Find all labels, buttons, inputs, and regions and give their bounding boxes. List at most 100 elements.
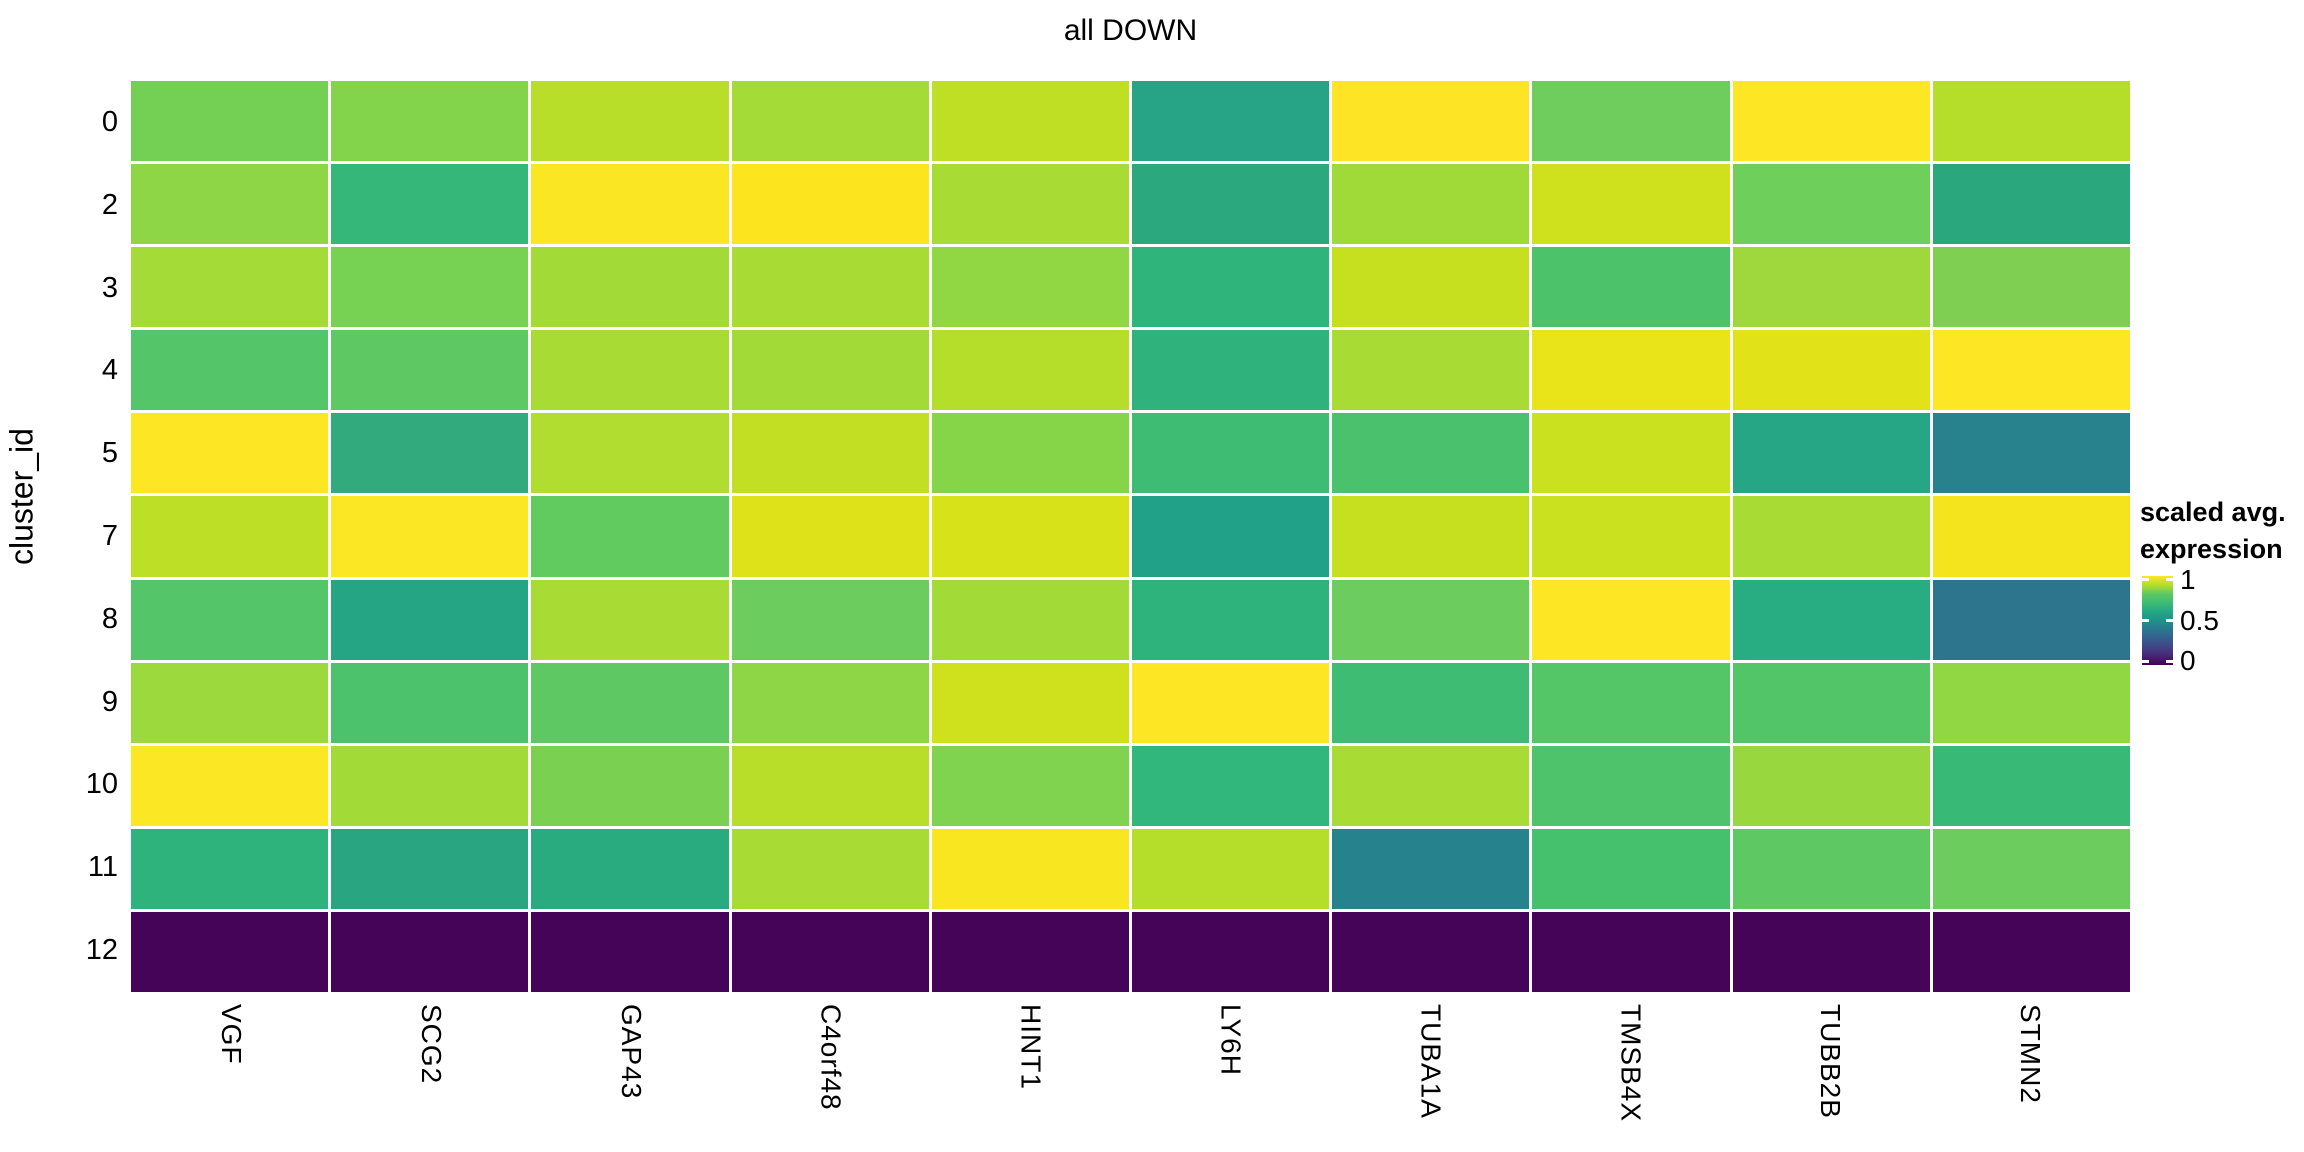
heatmap-cell bbox=[1732, 330, 1930, 411]
legend-title-line1: scaled avg. bbox=[2140, 497, 2286, 527]
heatmap-cell bbox=[931, 496, 1129, 577]
heatmap-cell bbox=[1932, 496, 2130, 577]
y-tick-label: 0 bbox=[101, 105, 118, 138]
y-tick-label: 8 bbox=[101, 602, 118, 635]
heatmap-cell bbox=[1932, 579, 2130, 660]
y-tick-label: 2 bbox=[101, 188, 118, 221]
y-tick-label: 4 bbox=[101, 354, 118, 387]
x-tick-label: HINT1 bbox=[1015, 1004, 1047, 1090]
heatmap-cell bbox=[1932, 745, 2130, 826]
heatmap-cell bbox=[1131, 579, 1330, 660]
heatmap-cell bbox=[331, 164, 529, 245]
x-tick-label: STMN2 bbox=[2015, 1004, 2047, 1104]
heatmap-cell bbox=[1932, 911, 2130, 992]
heatmap-cell bbox=[331, 330, 529, 411]
legend-tick-label: 0 bbox=[2180, 645, 2196, 677]
heatmap-cell bbox=[931, 247, 1129, 328]
y-tick-label: 9 bbox=[101, 685, 118, 718]
y-tick-row: 3 bbox=[0, 247, 118, 330]
heatmap-cell bbox=[131, 496, 329, 577]
heatmap-cell bbox=[331, 413, 529, 494]
heatmap-cell bbox=[131, 413, 329, 494]
x-tick-label: VGF bbox=[215, 1004, 247, 1065]
heatmap-cell bbox=[1732, 247, 1930, 328]
heatmap-cell bbox=[1131, 81, 1330, 162]
heatmap-cell bbox=[331, 247, 529, 328]
heatmap-cell bbox=[931, 413, 1129, 494]
heatmap-cell bbox=[131, 911, 329, 992]
heatmap-cell bbox=[1532, 81, 1730, 162]
heatmap-cell bbox=[331, 662, 529, 743]
heatmap-cell bbox=[731, 745, 929, 826]
heatmap-cell bbox=[1332, 745, 1530, 826]
heatmap-cell bbox=[731, 330, 929, 411]
heatmap-cell bbox=[731, 81, 929, 162]
y-tick-row: 11 bbox=[0, 826, 118, 909]
heatmap-cell bbox=[931, 81, 1129, 162]
heatmap-cell bbox=[1532, 496, 1730, 577]
heatmap-cell bbox=[731, 828, 929, 909]
x-tick-label: GAP43 bbox=[615, 1004, 647, 1100]
heatmap-cell bbox=[331, 745, 529, 826]
heatmap-cell bbox=[1332, 330, 1530, 411]
heatmap-cell bbox=[1131, 662, 1330, 743]
y-tick-label: 7 bbox=[101, 519, 118, 552]
heatmap-cell bbox=[1732, 496, 1930, 577]
y-tick-row: 9 bbox=[0, 661, 118, 744]
heatmap-cell bbox=[1131, 164, 1330, 245]
y-tick-label: 11 bbox=[87, 851, 118, 884]
heatmap-cell bbox=[1532, 164, 1730, 245]
heatmap-cell bbox=[731, 496, 929, 577]
heatmap-cell bbox=[131, 164, 329, 245]
x-tick-label: LY6H bbox=[1215, 1004, 1247, 1076]
heatmap-cell bbox=[531, 745, 729, 826]
heatmap-cell bbox=[1732, 164, 1930, 245]
heatmap-cell bbox=[1932, 828, 2130, 909]
heatmap-cell bbox=[1732, 745, 1930, 826]
legend-tick-mark bbox=[2142, 619, 2149, 622]
legend-tick-mark bbox=[2142, 578, 2149, 582]
heatmap-cell bbox=[931, 745, 1129, 826]
heatmap-cell bbox=[331, 496, 529, 577]
x-axis-tick-labels: VGF SCG2 GAP43 C4orf48 HINT1 LY6H TUBA1A TMSB4X… bbox=[131, 1004, 2130, 1152]
x-tick-label: TUBA1A bbox=[1415, 1004, 1447, 1119]
legend-tick-mark bbox=[2166, 659, 2173, 663]
legend-tick-mark bbox=[2142, 659, 2149, 663]
heatmap-cell bbox=[1532, 745, 1730, 826]
y-tick-label: 12 bbox=[85, 934, 118, 967]
heatmap-cell bbox=[1932, 81, 2130, 162]
legend-title-line2: expression bbox=[2140, 534, 2283, 564]
heatmap-cell bbox=[1732, 828, 1930, 909]
heatmap-cell bbox=[1532, 579, 1730, 660]
heatmap-cell bbox=[531, 164, 729, 245]
x-tick-col: TUBA1A bbox=[1330, 1004, 1530, 1152]
heatmap-cell bbox=[531, 828, 729, 909]
heatmap-cell bbox=[931, 164, 1129, 245]
heatmap-cell bbox=[1532, 662, 1730, 743]
legend-colorbar: 1 0.5 0 bbox=[2140, 564, 2304, 676]
heatmap-cell bbox=[131, 247, 329, 328]
x-tick-col: TUBB2B bbox=[1730, 1004, 1930, 1152]
x-tick-col: STMN2 bbox=[1930, 1004, 2130, 1152]
x-tick-label: TUBB2B bbox=[1815, 1004, 1847, 1119]
heatmap-cell bbox=[931, 662, 1129, 743]
heatmap-cell bbox=[1332, 579, 1530, 660]
heatmap-cell bbox=[331, 828, 529, 909]
heatmap-cell bbox=[331, 81, 529, 162]
x-tick-col: LY6H bbox=[1131, 1004, 1331, 1152]
heatmap-cell bbox=[731, 164, 929, 245]
y-tick-row: 4 bbox=[0, 329, 118, 412]
heatmap-cell bbox=[1932, 413, 2130, 494]
heatmap-cell bbox=[531, 579, 729, 660]
x-tick-label: C4orf48 bbox=[815, 1004, 847, 1111]
heatmap-cell bbox=[1332, 828, 1530, 909]
heatmap-cell bbox=[1732, 911, 1930, 992]
heatmap-cell bbox=[731, 247, 929, 328]
heatmap-cell bbox=[131, 662, 329, 743]
heatmap-cell bbox=[531, 662, 729, 743]
y-tick-label: 10 bbox=[85, 768, 118, 801]
heatmap-cell bbox=[731, 579, 929, 660]
heatmap-cell bbox=[331, 911, 529, 992]
heatmap-cell bbox=[1932, 164, 2130, 245]
y-tick-row: 0 bbox=[0, 81, 118, 164]
